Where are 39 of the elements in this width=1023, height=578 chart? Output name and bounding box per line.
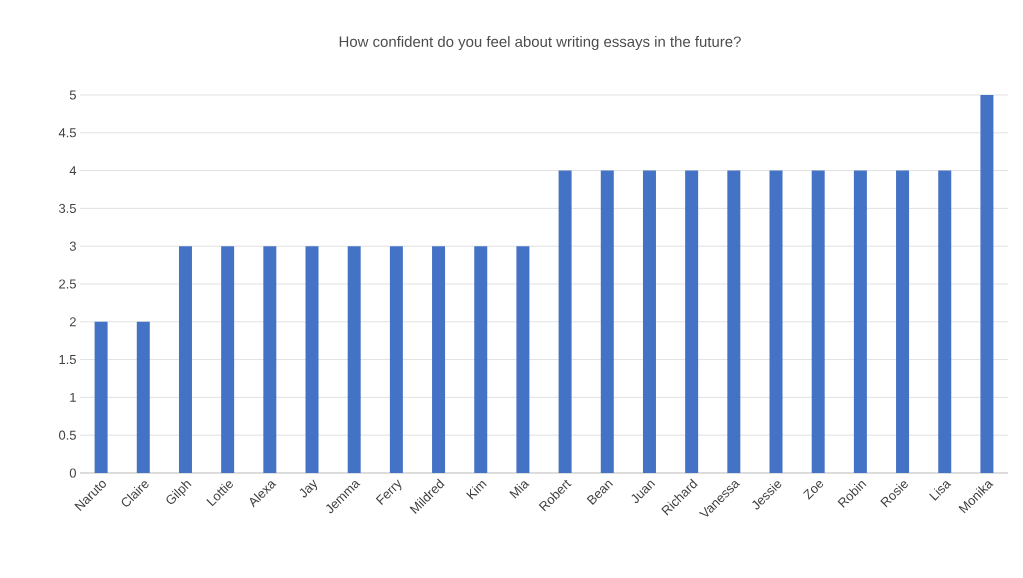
x-tick-label: Lisa: [929, 481, 952, 501]
bar: [389, 246, 403, 473]
bar: [938, 170, 952, 473]
bar: [221, 246, 235, 473]
y-tick-label: 3: [69, 241, 76, 251]
bar: [474, 246, 488, 473]
bar: [600, 170, 614, 473]
bar: [558, 170, 572, 473]
y-tick-label: 0.5: [58, 430, 76, 440]
x-tick-label: Kim: [466, 481, 487, 500]
bar: [811, 170, 825, 473]
bar: [305, 246, 319, 473]
x-tick-label: Jay: [299, 479, 318, 498]
y-tick-label: 1.5: [59, 355, 76, 365]
bar: [516, 246, 530, 473]
y-tick-label: 2: [69, 317, 76, 327]
bar: [178, 246, 192, 473]
x-tick-label: Mia: [509, 481, 530, 499]
y-tick-label: 2.5: [59, 279, 76, 289]
y-tick-label: 0: [69, 468, 76, 478]
y-tick-label: 1: [70, 392, 76, 402]
bar: [94, 321, 108, 473]
chart-title: How confident do you feel about writing essays in the future?: [339, 36, 741, 50]
bar: [896, 170, 910, 473]
bar: [727, 170, 741, 473]
bar: [980, 94, 994, 473]
bar: [347, 246, 361, 473]
y-tick-label: 4.5: [58, 128, 76, 138]
y-tick-label: 4: [69, 166, 77, 176]
bar: [853, 170, 867, 473]
y-tick-label: 3.5: [58, 203, 76, 213]
bar: [136, 321, 150, 473]
x-tick-label: Zoe: [803, 480, 824, 500]
bar: [642, 170, 656, 473]
bar: [263, 246, 277, 473]
bar: [432, 246, 446, 473]
bar: [769, 170, 783, 473]
bar: [685, 170, 699, 473]
y-tick-label: 5: [69, 90, 76, 100]
